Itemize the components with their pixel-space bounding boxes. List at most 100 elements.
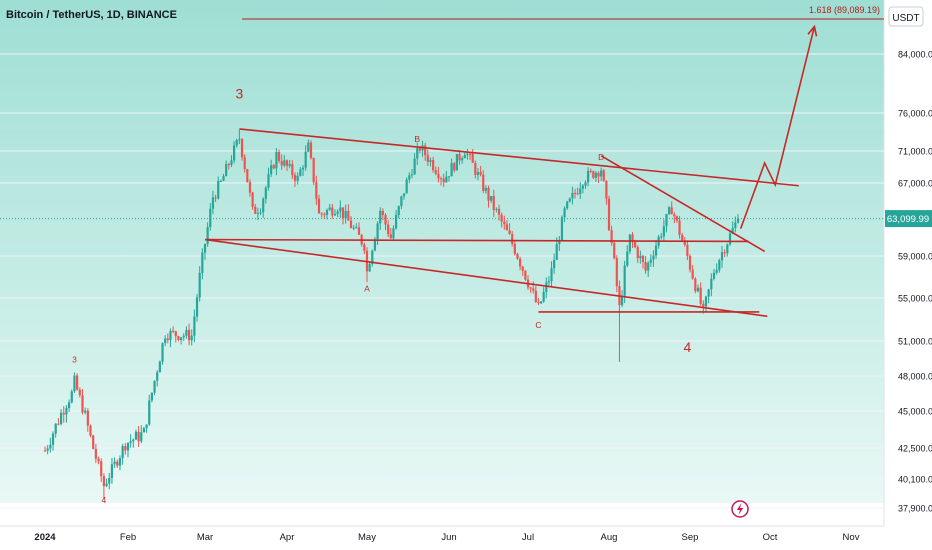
candle-body [46, 448, 49, 451]
y-tick-label: 37,900.00 [898, 504, 932, 514]
candle-body [461, 158, 464, 161]
candle-body [230, 160, 233, 165]
candle-body [490, 196, 493, 201]
candle-body [688, 255, 692, 270]
candle-body [410, 174, 414, 176]
candle-body [232, 145, 236, 161]
candle-body [166, 338, 169, 341]
candle-body [647, 262, 650, 271]
candle-body [712, 272, 716, 279]
candle-body [65, 408, 68, 415]
candle-body [172, 330, 175, 332]
candle-body [665, 214, 668, 227]
candle-body [400, 196, 403, 207]
trendline [239, 128, 799, 187]
candle-body [153, 380, 156, 393]
candle-body [487, 187, 490, 201]
candle-body [97, 458, 100, 462]
candle-body [158, 361, 161, 373]
candle-body [718, 260, 721, 271]
candle-body [331, 207, 334, 216]
candle-body [416, 148, 419, 159]
candle-body [500, 214, 503, 222]
candle-body [121, 445, 124, 459]
candle-body [649, 259, 652, 263]
candle-body [699, 287, 702, 304]
candle-body [222, 176, 225, 181]
y-tick-label: 55,000.00 [898, 294, 932, 304]
candle-body [301, 167, 305, 170]
candle-body [466, 153, 469, 155]
candle-body [691, 269, 694, 279]
candle-body [328, 207, 331, 211]
wave-label: C [535, 320, 541, 330]
target-label: 1.618 (89,089.19) [809, 5, 880, 15]
candle-body [579, 188, 582, 194]
candle-body [105, 483, 108, 487]
candle-body [597, 172, 600, 177]
candle-body [92, 435, 95, 449]
candle-body [581, 185, 584, 189]
candle-body [102, 476, 106, 487]
currency-badge[interactable]: USDT [888, 6, 924, 27]
candle-body [352, 227, 355, 229]
x-tick-label: 2024 [34, 532, 56, 543]
candle-body [86, 410, 89, 426]
candle-body [600, 170, 603, 177]
candle-body [238, 139, 241, 141]
candle-body [296, 175, 299, 181]
candle-body [299, 169, 302, 176]
candle-body [553, 260, 556, 269]
x-tick-label: Jul [522, 532, 534, 543]
candle-body [723, 252, 726, 254]
candle-body [100, 461, 103, 477]
candle-body [550, 268, 553, 282]
y-tick-label: 71,000.00 [898, 147, 932, 157]
candle-body [702, 303, 705, 307]
candle-body [558, 240, 561, 245]
candle-body [675, 216, 679, 221]
candle-body [731, 228, 734, 234]
candle-body [453, 163, 456, 171]
projection-arrowhead [807, 24, 818, 37]
candle-body [397, 206, 400, 215]
candle-body [206, 226, 209, 244]
candle-body [710, 278, 713, 290]
candle-body [81, 395, 84, 413]
candle-body [49, 444, 52, 449]
horizontal-levels [0, 132, 884, 220]
candle-body [529, 287, 532, 289]
candle-body [132, 439, 135, 442]
lightning-icon[interactable] [731, 500, 749, 518]
candle-body [521, 266, 524, 271]
candle-body [275, 152, 278, 169]
candle-body [262, 198, 265, 213]
x-tick-label: May [358, 532, 376, 543]
candle-body [458, 153, 461, 161]
candle-body [715, 270, 718, 273]
candle-body [193, 316, 196, 336]
candle-body [373, 239, 377, 251]
candle-body [662, 226, 665, 237]
candle-body [177, 336, 180, 340]
candle-body [161, 343, 164, 362]
candle-body [495, 208, 498, 210]
y-tick-label: 42,500.00 [898, 444, 932, 454]
candle-body [455, 153, 458, 171]
candle-body [344, 210, 347, 219]
candle-body [437, 173, 440, 179]
candle-body [134, 431, 138, 440]
candle-body [264, 187, 267, 199]
candle-body [681, 234, 684, 241]
candle-body [726, 244, 729, 254]
candle-body [720, 252, 724, 261]
candle-body [439, 178, 443, 180]
candle-body [418, 148, 422, 151]
candle-body [426, 155, 429, 163]
candle-body [471, 153, 474, 163]
candle-body [573, 192, 577, 194]
candle-body [341, 207, 345, 219]
candle-body [368, 264, 371, 272]
